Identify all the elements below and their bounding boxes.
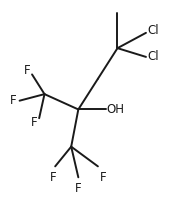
Text: Cl: Cl (148, 50, 159, 63)
Text: F: F (75, 182, 82, 195)
Text: F: F (24, 64, 30, 77)
Text: F: F (50, 171, 57, 184)
Text: F: F (9, 94, 16, 107)
Text: F: F (31, 116, 37, 129)
Text: OH: OH (106, 103, 124, 116)
Text: Cl: Cl (148, 24, 159, 37)
Text: F: F (100, 171, 106, 184)
